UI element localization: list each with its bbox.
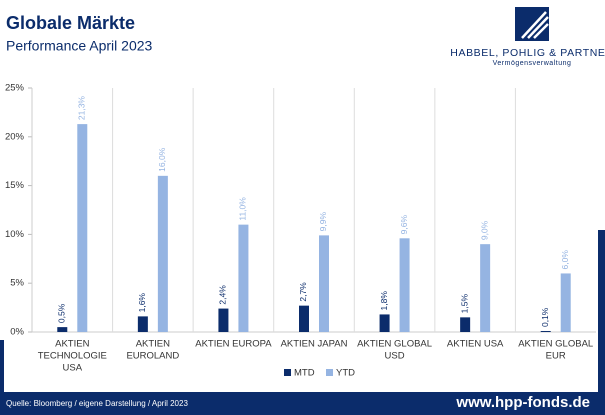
- x-tick-label: AKTIEN USA: [447, 339, 504, 350]
- brand-name: HABBEL, POHLIG & PARTNER: [450, 47, 605, 59]
- website: www.hpp-fonds.de: [455, 394, 590, 411]
- y-tick-label: 5%: [10, 278, 24, 289]
- x-tick-label: AKTIEN EUROPA: [195, 339, 272, 350]
- source-note: Quelle: Bloomberg / eigene Darstellung /…: [6, 399, 188, 408]
- value-label: 16,0%: [157, 147, 167, 172]
- legend-swatch: [284, 369, 291, 376]
- value-label: 0,1%: [540, 307, 550, 327]
- legend-label: YTD: [336, 368, 355, 379]
- x-tick-label: AKTIEN GLOBAL: [357, 339, 432, 350]
- chart-subtitle: Performance April 2023: [6, 38, 153, 54]
- x-tick-label: EUR: [546, 351, 566, 362]
- x-tick-label: AKTIEN JAPAN: [281, 339, 348, 350]
- value-label: 1,5%: [459, 294, 469, 314]
- x-tick-label: AKTIEN: [55, 339, 89, 350]
- x-tick-label: USD: [385, 351, 405, 362]
- value-label: 2,4%: [218, 285, 228, 305]
- logo-mark: [515, 7, 549, 41]
- y-tick-label: 10%: [5, 229, 25, 240]
- y-tick-label: 15%: [5, 180, 25, 191]
- x-tick-label: TECHNOLOGIE: [38, 351, 107, 362]
- bar: [137, 316, 148, 332]
- value-label: 1,6%: [137, 293, 147, 313]
- bar: [77, 124, 88, 332]
- value-label: 9,6%: [399, 214, 409, 234]
- x-tick-label: AKTIEN: [136, 339, 170, 350]
- bar: [319, 235, 329, 332]
- bar: [399, 238, 410, 332]
- value-label: 11,0%: [238, 197, 248, 221]
- value-label: 21,3%: [77, 96, 87, 121]
- bar: [379, 314, 390, 332]
- bar: [299, 305, 309, 332]
- legend-swatch: [326, 369, 333, 376]
- value-label: 2,7%: [298, 282, 308, 302]
- x-tick-label: AKTIEN GLOBAL: [518, 339, 593, 350]
- value-label: 6,0%: [560, 250, 570, 270]
- legend-label: MTD: [294, 368, 315, 379]
- side-strip: [598, 230, 605, 392]
- x-tick-label: USA: [63, 363, 83, 374]
- y-tick-label: 20%: [5, 131, 25, 142]
- bar: [238, 224, 249, 332]
- bar: [157, 175, 168, 332]
- bar: [560, 273, 571, 332]
- chart: 0%5%10%15%20%25%AKTIENTECHNOLOGIEUSA0,5%…: [5, 83, 596, 379]
- bar: [540, 331, 551, 332]
- x-tick-label: EUROLAND: [126, 351, 179, 362]
- side-strip: [0, 340, 4, 392]
- bar: [57, 327, 68, 332]
- bar: [218, 308, 229, 332]
- logo: HABBEL, POHLIG & PARTNER Vermögensverwal…: [450, 7, 605, 67]
- value-label: 9,9%: [318, 212, 328, 232]
- footer-bar: [0, 392, 605, 415]
- y-tick-label: 0%: [10, 327, 24, 338]
- bar: [480, 244, 491, 332]
- logo-stripes: [521, 11, 549, 39]
- value-label: 1,8%: [379, 291, 389, 311]
- value-label: 9,0%: [479, 220, 489, 240]
- brand-tagline: Vermögensverwaltung: [493, 60, 572, 67]
- y-tick-label: 25%: [5, 83, 25, 94]
- value-label: 0,5%: [57, 303, 67, 323]
- chart-title: Globale Märkte: [6, 13, 135, 33]
- bar: [460, 317, 471, 332]
